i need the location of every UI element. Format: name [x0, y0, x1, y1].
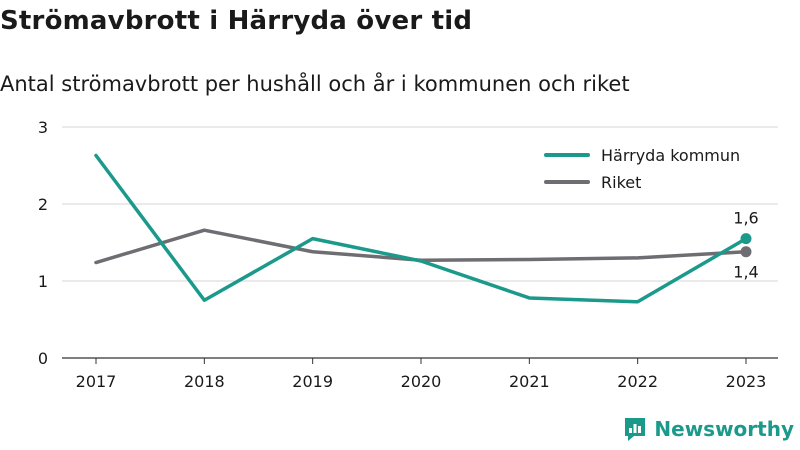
x-tick-label: 2017: [76, 372, 117, 391]
y-tick-label: 2: [38, 195, 48, 214]
x-tick-label: 2023: [726, 372, 767, 391]
legend-label: Härryda kommun: [601, 146, 740, 165]
legend-label: Riket: [601, 173, 641, 192]
newsworthy-logo-icon: [625, 418, 646, 441]
series: 1,6 1,4: [94, 153, 759, 304]
legend: Härryda kommun Riket: [544, 146, 740, 192]
brand-name: Newsworthy: [654, 417, 794, 441]
series-line: [94, 228, 748, 265]
x-tick-label: 2018: [184, 372, 225, 391]
gridlines: [62, 126, 778, 359]
x-tick-label: 2020: [401, 372, 442, 391]
chart-title: Strömavbrott i Härryda över tid: [0, 6, 473, 36]
x-tick-label: 2019: [292, 372, 333, 391]
chart-subtitle: Antal strömavbrott per hushåll och år i …: [0, 72, 630, 96]
harryda-end-label: 1,6: [733, 209, 758, 228]
y-tick-label: 3: [38, 118, 48, 137]
x-tick-label: 2021: [509, 372, 550, 391]
y-tick-label: 0: [38, 349, 48, 368]
series-end-point: [740, 233, 752, 245]
series-line: [94, 153, 748, 304]
newsworthy-brand: Newsworthy: [622, 416, 794, 442]
riket-end-label: 1,4: [733, 263, 758, 282]
axes: 0 1 2 3 2017 2018 2019 2020 2021 2022 2023: [38, 118, 767, 391]
x-tick-label: 2022: [617, 372, 658, 391]
y-tick-label: 1: [38, 272, 48, 291]
series-end-point: [740, 246, 752, 258]
